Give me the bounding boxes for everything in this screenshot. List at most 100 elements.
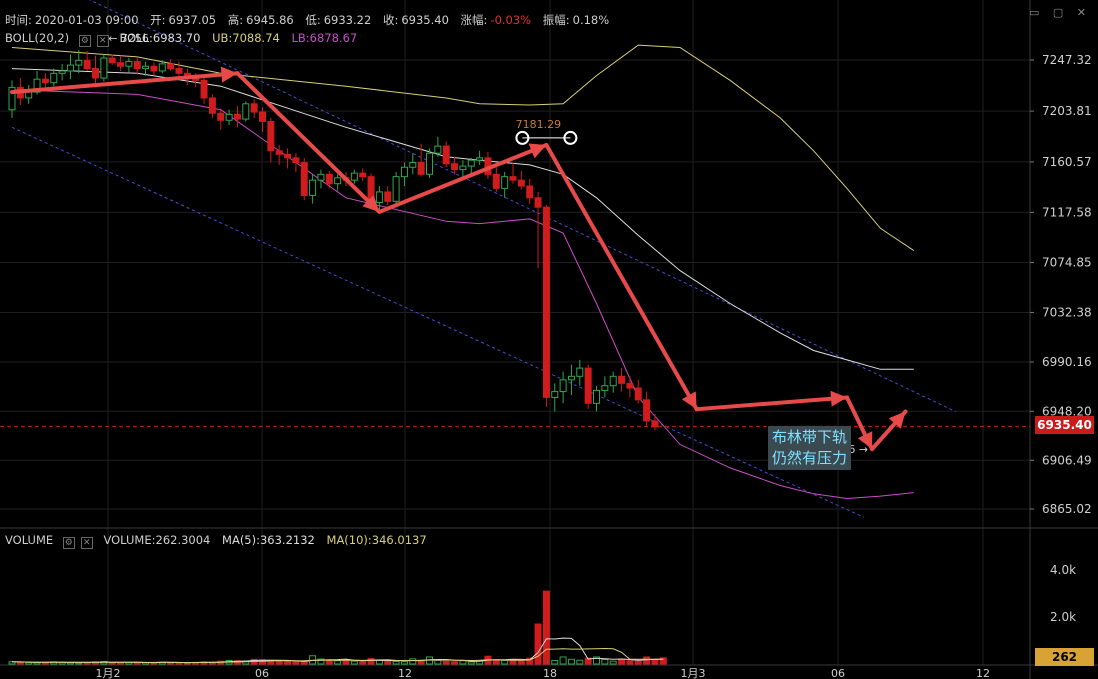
volume-settings-icon[interactable]: ⚙ bbox=[62, 537, 75, 549]
close-window-icon[interactable]: ✕ bbox=[1076, 6, 1086, 19]
volume-bar bbox=[300, 661, 308, 665]
volume-close-icon[interactable]: ✕ bbox=[80, 537, 93, 549]
candles bbox=[8, 49, 659, 431]
volume-bar bbox=[66, 662, 74, 665]
candle-body bbox=[242, 103, 250, 120]
candle-body bbox=[601, 385, 609, 391]
boll-settings-icon[interactable]: ⚙ bbox=[78, 35, 91, 47]
candle-body bbox=[567, 375, 575, 381]
candle-body bbox=[200, 79, 208, 99]
time-tick-label: 12 bbox=[398, 667, 412, 679]
candle-body bbox=[476, 157, 484, 161]
open-value: 6937.05 bbox=[168, 13, 217, 27]
volume-bar bbox=[325, 659, 333, 665]
time-tick-label: 12 bbox=[976, 667, 990, 679]
amplitude-value: 0.18% bbox=[572, 13, 610, 27]
volume-bar bbox=[567, 658, 575, 665]
maximize-icon[interactable]: ▢ bbox=[1052, 6, 1064, 19]
candle-body bbox=[651, 420, 659, 428]
candle-body bbox=[459, 165, 467, 171]
candle-body bbox=[492, 173, 500, 189]
trend-arrow-head bbox=[220, 66, 238, 83]
candle-body bbox=[626, 382, 634, 389]
candle-body bbox=[375, 191, 383, 203]
time-label: 时间: bbox=[5, 13, 32, 27]
volume-bar bbox=[75, 662, 83, 665]
volume-bar bbox=[459, 660, 467, 665]
volume-ma10: MA(10):346.0137 bbox=[326, 533, 427, 547]
high-value: 6945.86 bbox=[246, 13, 294, 27]
candle-body bbox=[133, 61, 141, 70]
boll-header: BOLL(20,2) ⚙ ✕ BOLL:6983.70 UB:7088.74 LB… bbox=[5, 31, 360, 47]
volume-bar bbox=[634, 660, 642, 665]
volume-tick-label: 2.0k bbox=[1050, 610, 1076, 624]
candle-body bbox=[542, 206, 550, 398]
candle-body bbox=[125, 61, 133, 67]
trend-arrow bbox=[694, 395, 849, 412]
volume-tick-label: 4.0k bbox=[1050, 563, 1076, 577]
candle-body bbox=[225, 113, 233, 121]
price-tick-label: 7247.32 bbox=[1042, 53, 1092, 67]
price-tick-label: 7160.57 bbox=[1042, 155, 1092, 169]
volume-bar bbox=[526, 657, 534, 665]
volume-header: VOLUME ⚙ ✕ VOLUME:262.3004 MA(5):363.2132… bbox=[5, 533, 430, 549]
candle-body bbox=[576, 367, 584, 377]
volume-bar bbox=[8, 661, 16, 665]
candle-body bbox=[259, 111, 266, 122]
volume-bar bbox=[651, 658, 659, 665]
volume-bar bbox=[576, 659, 584, 665]
volume-bar bbox=[534, 623, 542, 665]
max-price-label: ← 7256 bbox=[108, 32, 149, 45]
volume-bar bbox=[117, 662, 125, 665]
volume-bar bbox=[501, 659, 509, 665]
time-tick-label: 1月3 bbox=[681, 667, 706, 679]
candle-body bbox=[75, 59, 83, 66]
candle-body bbox=[267, 120, 275, 152]
boll-close-icon[interactable]: ✕ bbox=[96, 35, 109, 47]
time-tick-label: 1月2 bbox=[96, 667, 121, 679]
candle-body bbox=[100, 57, 108, 79]
candle-body bbox=[517, 179, 525, 187]
candle-body bbox=[92, 68, 99, 79]
candle-body bbox=[350, 172, 358, 181]
volume-ma10-line bbox=[11, 647, 664, 664]
volume-bar bbox=[451, 661, 459, 665]
candle-body bbox=[392, 176, 400, 202]
candle-body bbox=[250, 103, 258, 113]
candle-body bbox=[142, 65, 150, 70]
candle-body bbox=[275, 150, 283, 155]
current-price-tag: 6935.40 bbox=[1035, 416, 1094, 434]
close-label: 收: bbox=[382, 13, 399, 27]
close-value: 6935.40 bbox=[401, 13, 449, 27]
trend-arrow-head bbox=[888, 411, 906, 429]
amplitude-label: 振幅: bbox=[542, 13, 570, 27]
ohlc-header: 时间: 2020-01-03 09:00 开: 6937.05 高: 6945.86 … bbox=[5, 12, 612, 28]
candle-body bbox=[25, 91, 33, 99]
volume-bar bbox=[33, 662, 41, 665]
volume-bar bbox=[593, 656, 600, 665]
candle-body bbox=[41, 78, 49, 84]
price-tick-label: 7117.58 bbox=[1042, 205, 1092, 219]
volume-bar bbox=[183, 662, 191, 665]
time-tick-label: 06 bbox=[831, 667, 845, 679]
candle-body bbox=[8, 86, 16, 111]
candle-body bbox=[526, 185, 534, 199]
candle-body bbox=[208, 97, 216, 114]
boll-ub-value: UB:7088.74 bbox=[212, 31, 280, 45]
volume-bar bbox=[275, 660, 283, 665]
trend-arrows bbox=[10, 66, 908, 452]
volume-bar bbox=[643, 656, 651, 665]
volume-bar bbox=[108, 662, 116, 665]
price-tick-label: 6948.20 bbox=[1042, 404, 1092, 418]
boll-ub-line bbox=[11, 44, 915, 252]
volume-value: VOLUME:262.3004 bbox=[103, 533, 211, 547]
channel-line bbox=[88, 0, 956, 412]
candle-body bbox=[233, 113, 241, 120]
volume-bar bbox=[292, 661, 300, 665]
candle-body bbox=[309, 179, 317, 196]
volume-bar bbox=[542, 590, 550, 665]
minimize-icon[interactable]: ▭ bbox=[1028, 6, 1040, 19]
volume-bar bbox=[359, 661, 367, 665]
